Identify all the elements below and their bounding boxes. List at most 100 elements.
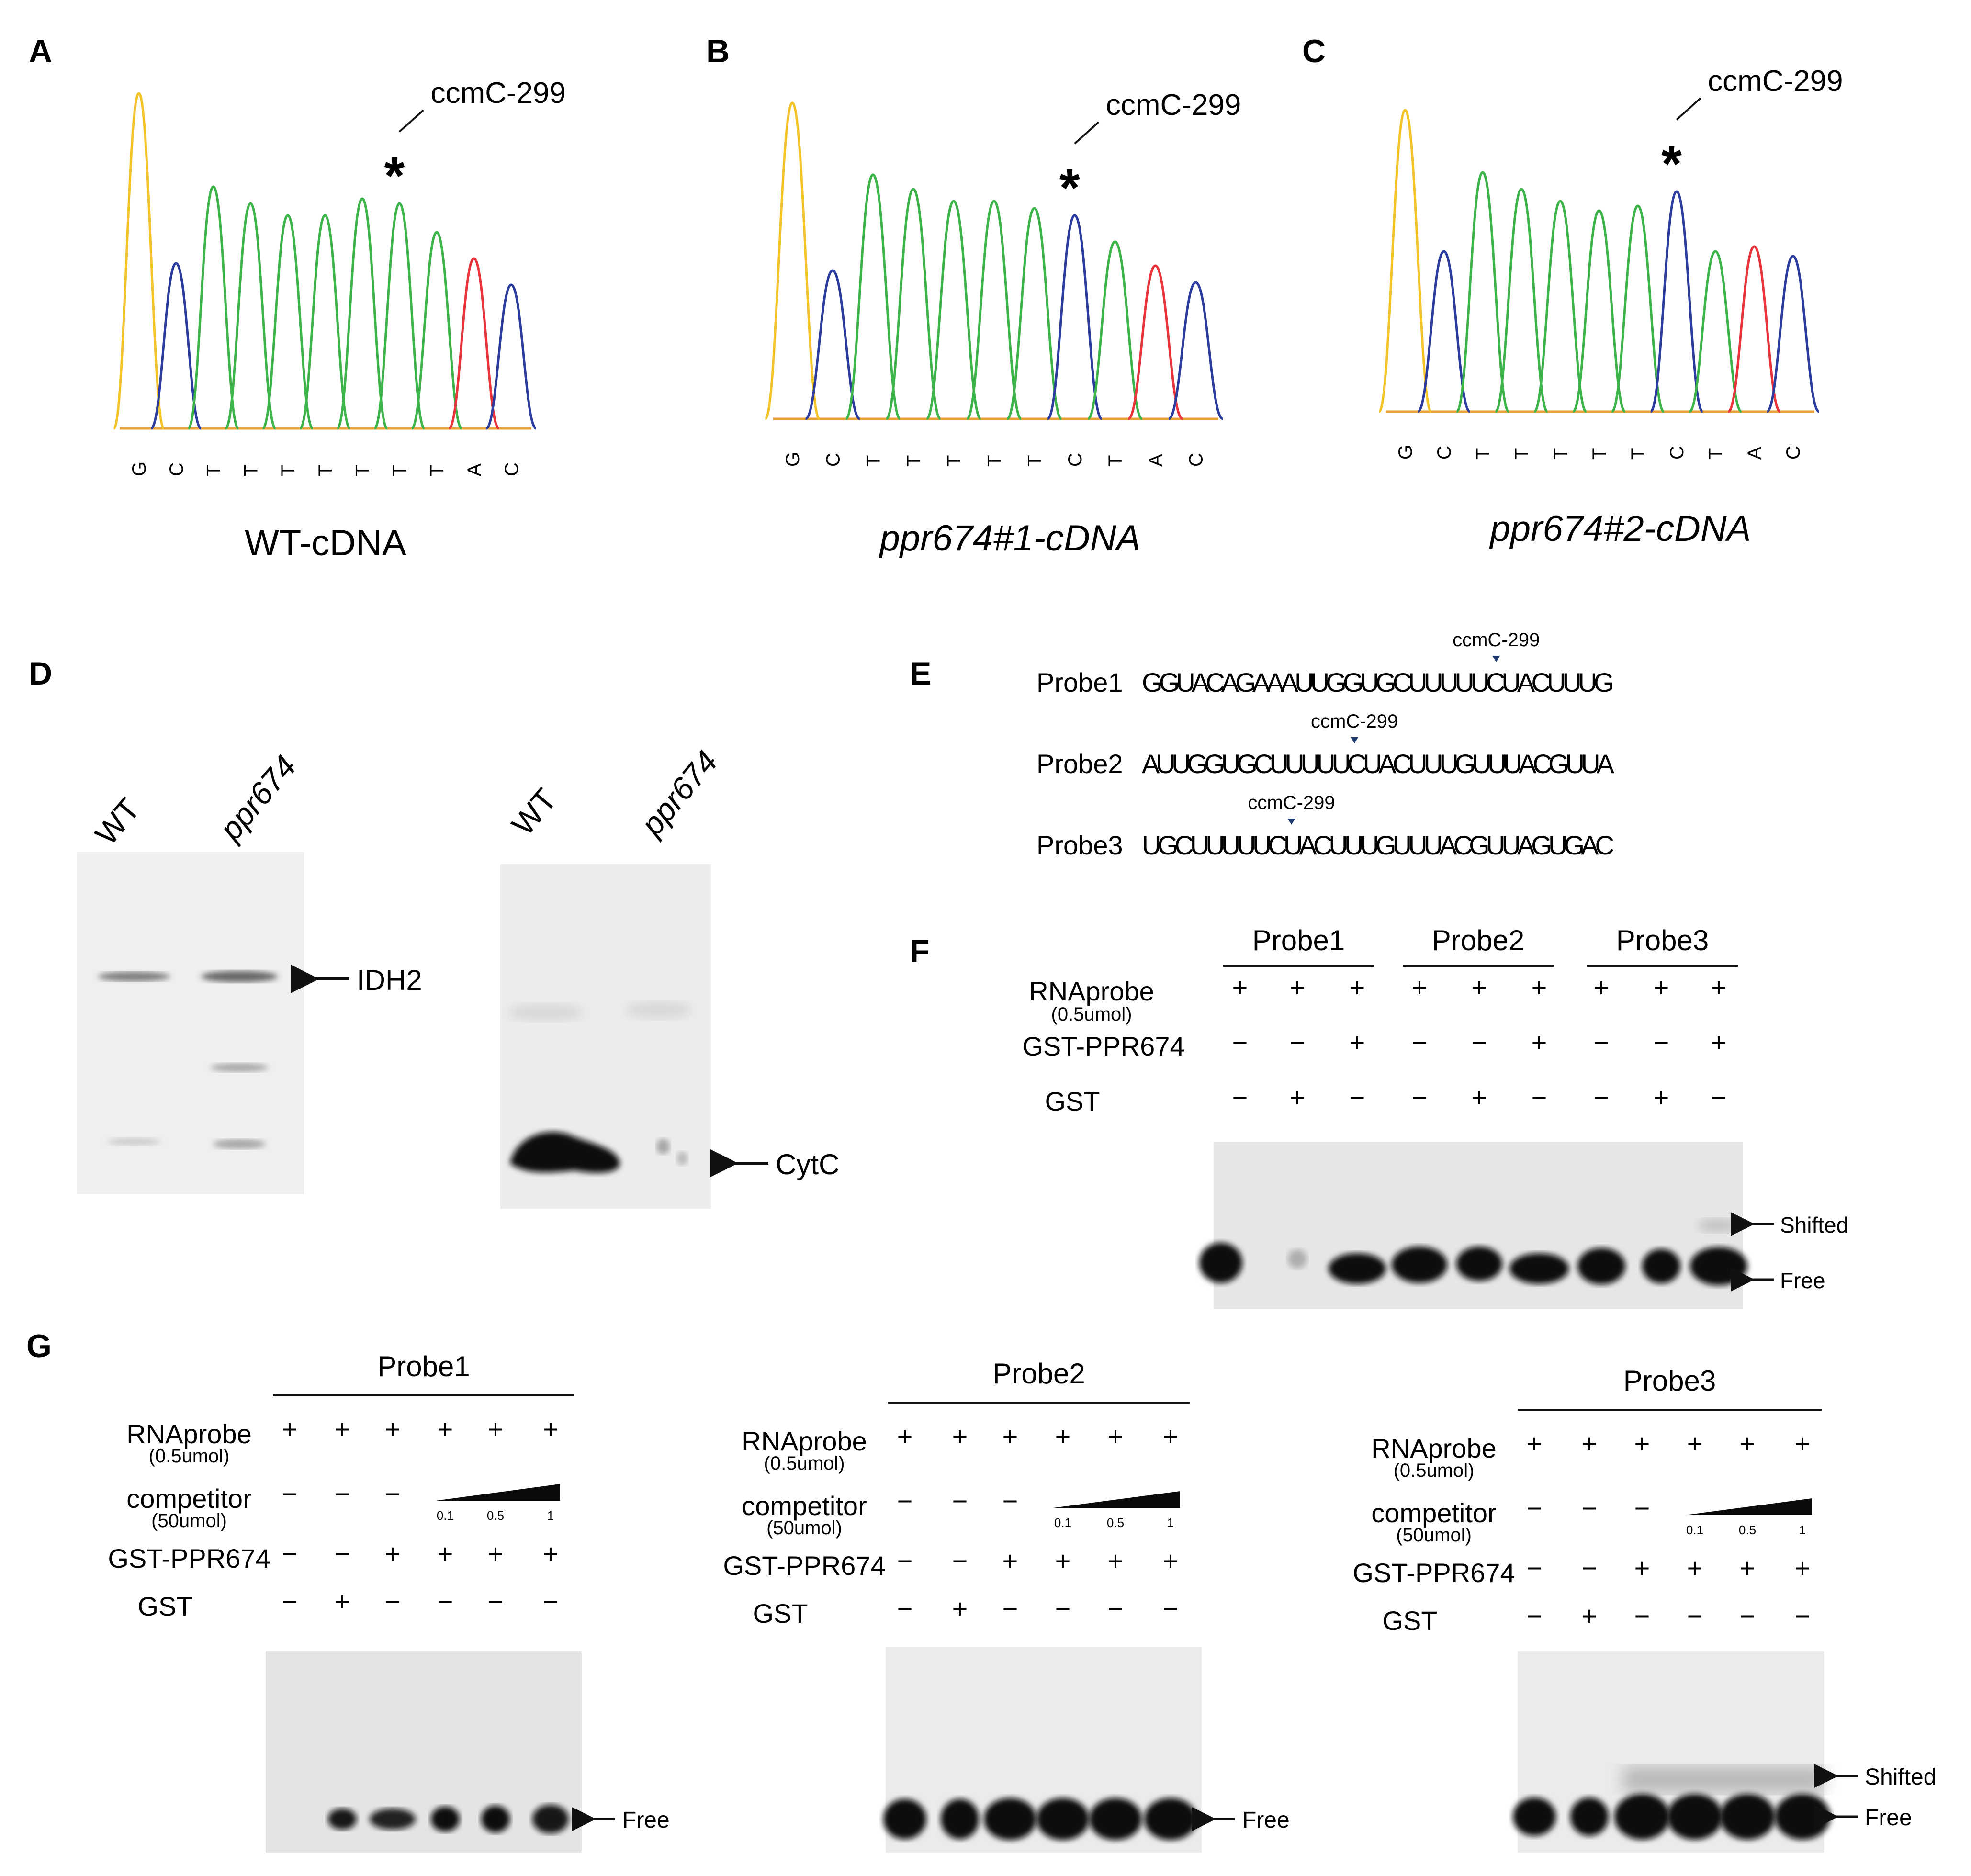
base-call-11: C xyxy=(1186,453,1207,467)
trace-peak-4 xyxy=(885,188,942,420)
g1-rnaprobe-sign-5: + xyxy=(488,1414,504,1444)
sign-r2-l8: − xyxy=(1711,1082,1727,1112)
gel-band-shifted-9 xyxy=(1697,1219,1740,1232)
trace-peak-8 xyxy=(1046,214,1103,420)
base-call-6: T xyxy=(1589,448,1610,460)
g2-rnaprobe-sign-3: + xyxy=(1002,1421,1018,1451)
panel-letter-d: D xyxy=(29,655,52,692)
base-call-8: C xyxy=(1667,446,1688,460)
row-sublabel-0: (0.5umol) xyxy=(1051,1004,1132,1025)
g1-gst-ppr674-sign-5: + xyxy=(488,1539,504,1569)
lane-label-ppr674-left: ppr674 xyxy=(212,749,303,848)
site-marker-triangle-3 xyxy=(1287,819,1295,825)
g1-band-free-3 xyxy=(370,1809,416,1830)
sign-r0-l8: + xyxy=(1711,972,1727,1002)
g-label-gst-ppr674-3: GST-PPR674 xyxy=(1352,1558,1515,1588)
competitor-tick-1-1: 0.1 xyxy=(437,1508,454,1523)
g1-gst-sign-4: − xyxy=(438,1586,453,1617)
trace-peak-3 xyxy=(845,173,901,420)
g2-gst-sign-2: + xyxy=(952,1594,968,1624)
chromatogram-caption: WT-cDNA xyxy=(245,523,406,563)
competitor-tick-3-2: 0.5 xyxy=(1739,1523,1756,1537)
site-pointer-line xyxy=(1676,97,1701,121)
trace-peak-8 xyxy=(373,202,426,430)
sign-r0-l1: + xyxy=(1290,972,1306,1002)
sign-r2-l0: − xyxy=(1232,1082,1248,1112)
g3-competitor-sign-2: − xyxy=(1582,1493,1598,1523)
base-call-2: C xyxy=(822,453,844,467)
competitor-tick-3-3: 1 xyxy=(1799,1523,1806,1537)
base-call-10: A xyxy=(464,463,485,476)
probe-site-label-1: ccmC-299 xyxy=(1453,629,1540,651)
trace-peak-3 xyxy=(187,185,240,430)
base-call-2: C xyxy=(1434,446,1455,460)
lane-label-ppr674-right: ppr674 xyxy=(633,744,724,843)
base-call-5: T xyxy=(278,465,299,476)
sign-r1-l8: + xyxy=(1711,1027,1727,1057)
gel-band-free-8 xyxy=(1642,1249,1680,1283)
base-call-2: C xyxy=(166,462,187,476)
panel-letter-f: F xyxy=(910,933,930,969)
base-call-11: C xyxy=(501,462,522,476)
emsa-gel-g1 xyxy=(266,1651,582,1853)
gel-band-free-6 xyxy=(1509,1253,1569,1284)
trace-peak-8 xyxy=(1649,190,1704,413)
gel-band-free-9 xyxy=(1690,1247,1747,1285)
g-probe-header-1: Probe1 xyxy=(377,1350,470,1382)
probe-sequence-1: GGUACAGAAAUUGGUGCUUUUUCUACUUUG xyxy=(1142,667,1614,697)
trace-peak-2 xyxy=(805,269,861,420)
g3-band-shifted-smear xyxy=(1623,1766,1824,1793)
base-call-9: T xyxy=(1105,455,1126,467)
sign-r1-l0: − xyxy=(1232,1027,1248,1057)
g3-rnaprobe-sign-1: + xyxy=(1527,1428,1543,1459)
base-call-11: C xyxy=(1783,446,1804,460)
g2-band-free-1 xyxy=(883,1799,926,1839)
g2-gst-sign-4: − xyxy=(1055,1594,1071,1624)
g2-competitor-sign-3: − xyxy=(1002,1486,1018,1516)
blot-bands-idh2 xyxy=(98,971,278,1149)
blot-bands-cytc xyxy=(507,1001,692,1173)
probe-name-1: Probe1 xyxy=(1036,667,1123,697)
g-probe-header-3: Probe3 xyxy=(1623,1365,1716,1397)
g1-competitor-sign-3: − xyxy=(385,1479,401,1509)
g1-gst-sign-5: − xyxy=(488,1586,504,1617)
competitor-tick-2-1: 0.1 xyxy=(1054,1516,1071,1530)
g2-band-free-6 xyxy=(1144,1798,1197,1840)
row-label-2: GST xyxy=(1045,1086,1100,1116)
sign-r2-l3: − xyxy=(1412,1082,1428,1112)
g3-band-free-6 xyxy=(1775,1794,1830,1840)
probe-name-2: Probe2 xyxy=(1036,749,1123,779)
row-label-0: RNAprobe xyxy=(1029,976,1154,1006)
chromatogram-caption: ppr674#2-cDNA xyxy=(1489,508,1751,549)
sign-r0-l7: + xyxy=(1654,972,1669,1002)
g3-gst-sign-1: − xyxy=(1527,1601,1543,1631)
g3-rnaprobe-sign-5: + xyxy=(1740,1428,1756,1459)
base-call-10: A xyxy=(1744,447,1765,460)
sign-r0-l3: + xyxy=(1412,972,1428,1002)
sign-r2-l7: + xyxy=(1654,1082,1669,1112)
sign-r1-l2: + xyxy=(1350,1027,1365,1057)
probe-sequence-3: UGCUUUUUCUACUUUGUUUACGUUAGUGAC xyxy=(1142,830,1614,860)
lane-label-wt-right: WT xyxy=(505,782,563,842)
probe-site-label-3: ccmC-299 xyxy=(1248,792,1335,813)
competitor-gradient-wedge-1 xyxy=(436,1484,560,1501)
gel-band-free-5 xyxy=(1456,1247,1502,1281)
g3-gst-sign-2: + xyxy=(1582,1601,1598,1631)
panel-letter-c: C xyxy=(1302,33,1326,69)
gel-band-free-1 xyxy=(1199,1243,1242,1283)
sign-r1-l3: − xyxy=(1412,1027,1428,1057)
g2-rnaprobe-sign-6: + xyxy=(1163,1421,1179,1451)
g1-gst-sign-6: − xyxy=(543,1586,559,1617)
g-label-rnaprobe-2: RNAprobe xyxy=(742,1426,867,1456)
trace-peak-4 xyxy=(224,202,277,430)
band-label-shifted-f: Shifted xyxy=(1780,1213,1848,1237)
g1-rnaprobe-sign-2: + xyxy=(335,1414,350,1444)
panel-letter-b: B xyxy=(706,33,730,69)
trace-peak-1 xyxy=(764,101,821,420)
editing-site-asterisk: * xyxy=(1059,158,1080,217)
g1-rnaprobe-sign-1: + xyxy=(282,1414,298,1444)
trace-peak-10 xyxy=(448,257,500,430)
g2-band-free-3 xyxy=(984,1798,1036,1840)
g3-band-free-1 xyxy=(1513,1797,1556,1836)
